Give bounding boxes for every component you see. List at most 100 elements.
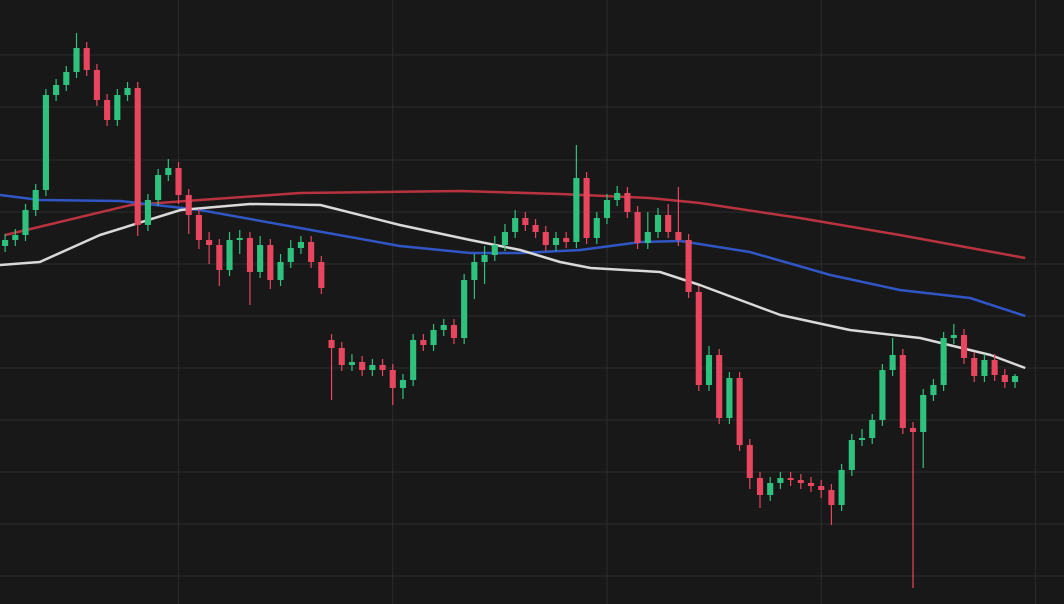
candle-body (144, 200, 151, 225)
candle-body (909, 428, 917, 432)
candle-body (573, 178, 580, 242)
candle-body (583, 178, 590, 238)
candle-body (736, 378, 743, 445)
candle-body (359, 362, 366, 370)
candle-body (644, 232, 651, 243)
candle-body (22, 210, 29, 235)
candle-body (206, 240, 213, 245)
candle-body (32, 190, 39, 210)
candle-body (797, 480, 804, 483)
candle-body (665, 215, 672, 232)
candle-body (807, 483, 815, 486)
candle-body (226, 240, 233, 270)
candle-body (542, 232, 549, 245)
candle-body (848, 440, 855, 470)
candle-body (297, 242, 304, 248)
candle-body (379, 365, 386, 370)
candle-body (93, 70, 100, 100)
candle-body (410, 340, 417, 380)
candle-body (940, 338, 947, 385)
candle-body (63, 72, 70, 85)
moving-average-line (0, 193, 1026, 318)
candle-body (828, 490, 835, 505)
candle-body (858, 438, 866, 440)
candle-body (501, 232, 509, 245)
candle-body (960, 335, 968, 358)
candle-body (899, 355, 906, 428)
candle-body (614, 193, 621, 200)
candle-body (491, 245, 498, 255)
candle-body (889, 355, 896, 370)
candle-body (114, 95, 121, 120)
candle-body (716, 355, 723, 418)
candle-body (287, 248, 294, 262)
candle-body (195, 215, 202, 240)
candle-body (481, 255, 488, 262)
candle-body (552, 238, 560, 245)
candle-body (155, 175, 162, 200)
candle-body (654, 215, 662, 232)
candle-body (981, 360, 988, 376)
candle-body (42, 95, 49, 190)
candle-body (991, 360, 998, 375)
candle-body (83, 48, 90, 70)
candle-body (563, 238, 570, 242)
candle-body (175, 168, 182, 195)
candle-body (624, 193, 631, 212)
candle-body (532, 225, 539, 232)
candle-body (246, 238, 253, 272)
candle-body (399, 380, 407, 388)
moving-average-line (0, 202, 1026, 370)
candle-body (1011, 376, 1019, 382)
candle-body (2, 240, 9, 246)
candle-body (124, 88, 131, 95)
candle-body (277, 262, 284, 280)
candle-body (216, 245, 223, 270)
candle-body (777, 478, 784, 483)
candle-body (12, 235, 19, 240)
candle-body (746, 445, 753, 478)
candle-body (787, 478, 794, 480)
candle-body (818, 486, 825, 490)
candle-body (726, 378, 733, 418)
candle-body (930, 385, 937, 395)
candle-body (308, 242, 315, 262)
candle-body (104, 100, 111, 120)
candle-body (950, 335, 957, 338)
candle-body (430, 330, 437, 345)
candle-body (461, 280, 468, 338)
candle-body (756, 478, 764, 495)
candle-body (165, 168, 172, 175)
candle-body (522, 218, 529, 225)
candle-body (134, 88, 141, 225)
candle-body (328, 340, 335, 348)
candle-body (369, 365, 376, 370)
candle-body (767, 483, 774, 495)
candle-body (440, 325, 447, 330)
moving-average-line (4, 189, 1026, 260)
candle-body (73, 48, 80, 72)
candle-body (318, 262, 325, 288)
candle-body (471, 262, 478, 280)
candle-body (338, 348, 345, 365)
candle-body (257, 245, 264, 272)
candle-body (420, 340, 427, 345)
candle-body (603, 200, 611, 218)
candle-body (185, 195, 192, 215)
candle-body (267, 245, 274, 280)
candle-body (879, 370, 886, 420)
candle-body (838, 470, 845, 505)
candle-body (920, 395, 927, 432)
candle-body (593, 218, 600, 238)
candle-body (512, 218, 519, 232)
candle-body (1001, 375, 1008, 382)
candle-body (236, 238, 243, 240)
candle-body (450, 325, 458, 338)
candle-body (389, 370, 396, 388)
candle-body (634, 212, 641, 243)
candle-body (971, 358, 978, 376)
candle-body (705, 355, 713, 385)
candle-body (675, 232, 682, 240)
candle-body (53, 85, 60, 95)
